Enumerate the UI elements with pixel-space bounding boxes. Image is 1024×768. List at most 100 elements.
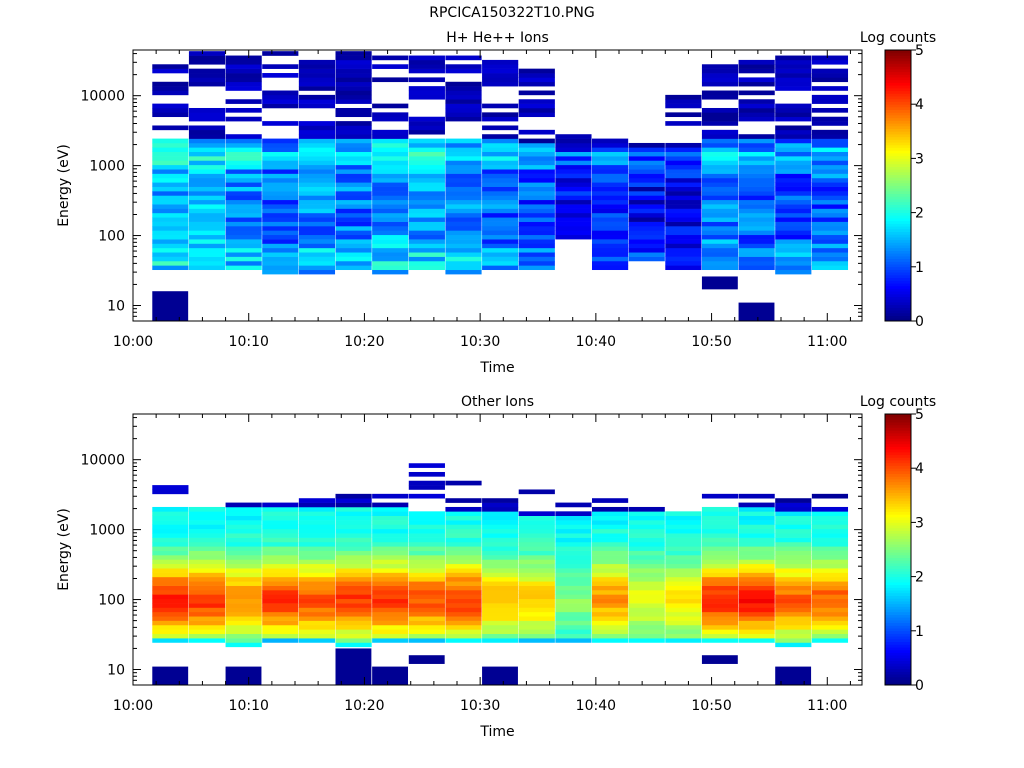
heatmap-cell	[335, 537, 372, 543]
colorbar-segment	[885, 663, 911, 667]
heatmap-cell	[482, 607, 519, 613]
heatmap-cell	[518, 77, 555, 83]
heatmap-cell	[518, 112, 555, 118]
heatmap-cell-isolated	[738, 302, 775, 321]
colorbar-segment	[885, 422, 911, 426]
heatmap-cell	[445, 568, 482, 573]
heatmap-cell	[811, 550, 849, 556]
heatmap-cell	[372, 77, 409, 83]
heatmap-cell	[701, 572, 739, 578]
heatmap-cell	[482, 191, 519, 196]
colorbar-segment	[885, 280, 911, 284]
heatmap-cell	[811, 217, 849, 222]
heatmap-cell	[701, 77, 739, 83]
x-tick-label: 10:10	[229, 334, 269, 350]
heatmap-cell	[665, 230, 702, 236]
heatmap-cell	[225, 156, 262, 161]
heatmap-cell	[225, 208, 262, 214]
colorbar-segment	[885, 579, 911, 583]
colorbar-segment	[885, 674, 911, 678]
heatmap-cell	[482, 633, 519, 639]
heatmap-cell	[555, 559, 592, 565]
heatmap-cell	[482, 234, 519, 240]
colorbar-segment	[885, 218, 911, 222]
heatmap-cell	[152, 217, 189, 222]
panel-h-he-ions: 10:00 10:10 10:20 10:30 10:40 10:50 11:0010100…	[56, 30, 936, 376]
heatmap-cell	[775, 230, 812, 236]
heatmap-cell	[225, 559, 262, 565]
heatmap-cell	[262, 226, 299, 231]
heatmap-cell	[188, 541, 226, 547]
heatmap-cell	[482, 195, 519, 201]
heatmap-cell	[262, 147, 299, 152]
colorbar-segment	[885, 207, 911, 211]
colorbar-segment	[885, 239, 911, 243]
heatmap-cell	[738, 90, 775, 96]
heatmap-cell	[335, 147, 372, 152]
heatmap-cell	[408, 182, 445, 187]
heatmap-cell	[188, 142, 226, 148]
colorbar-segment	[885, 489, 911, 493]
heatmap-cell	[518, 603, 555, 608]
heatmap-cell	[518, 260, 555, 266]
heatmap-cell	[372, 182, 409, 187]
heatmap-cell	[262, 204, 299, 209]
colorbar-segment	[885, 304, 911, 308]
colorbar-segment	[885, 223, 911, 227]
heatmap-cell	[592, 147, 629, 152]
heatmap-cell	[335, 642, 372, 648]
heatmap-cell	[775, 502, 812, 508]
heatmap-cell	[518, 226, 555, 231]
heatmap-cell	[665, 252, 702, 257]
heatmap-cell	[152, 581, 189, 586]
heatmap-cell	[738, 221, 775, 227]
heatmap-cell	[518, 177, 555, 183]
heatmap-cell	[775, 81, 812, 87]
heatmap-cell	[628, 191, 665, 196]
heatmap-cell	[482, 624, 519, 630]
heatmap-cell	[372, 186, 409, 192]
heatmap-cell	[592, 590, 629, 595]
heatmap-cell	[225, 217, 262, 222]
heatmap-cell	[738, 99, 775, 104]
heatmap-cell	[665, 204, 702, 209]
heatmap-cell	[592, 555, 629, 560]
heatmap-cell	[372, 559, 409, 565]
heatmap-cell	[408, 616, 445, 621]
heatmap-cell	[701, 129, 739, 135]
heatmap-cell	[738, 199, 775, 205]
heatmap-cell	[775, 182, 812, 187]
heatmap-cell	[482, 134, 519, 139]
heatmap-cell	[225, 134, 262, 139]
heatmap-cell	[701, 90, 739, 96]
heatmap-cell	[408, 533, 445, 538]
heatmap-cell	[262, 177, 299, 183]
heatmap-cell	[775, 103, 812, 109]
colorbar-segment	[885, 79, 911, 83]
y-tick-label: 1000	[89, 159, 125, 175]
heatmap-cell	[482, 629, 519, 635]
heatmap-cell	[811, 611, 849, 617]
heatmap-cell	[372, 629, 409, 635]
colorbar-segment	[885, 166, 911, 170]
heatmap-cell	[482, 156, 519, 161]
heatmap-cell	[262, 576, 299, 582]
heatmap-cell	[738, 208, 775, 214]
heatmap-cell	[335, 112, 372, 118]
heatmap-cell	[225, 520, 262, 525]
heatmap-cell	[518, 195, 555, 201]
heatmap-cell	[335, 256, 372, 262]
heatmap-cell	[592, 230, 629, 236]
y-tick-label: 10	[107, 298, 125, 314]
heatmap-cell	[738, 252, 775, 257]
heatmap-cell	[298, 186, 336, 192]
heatmap-cell	[298, 129, 336, 135]
heatmap-cell	[298, 199, 336, 205]
heatmap-cell	[262, 239, 299, 244]
heatmap-cell	[482, 247, 519, 253]
x-tick-label: 10:40	[576, 334, 616, 350]
y-tick-label: 10000	[80, 453, 125, 469]
heatmap-cell	[665, 563, 702, 569]
heatmap-cell	[482, 581, 519, 586]
heatmap-cell	[408, 520, 445, 525]
